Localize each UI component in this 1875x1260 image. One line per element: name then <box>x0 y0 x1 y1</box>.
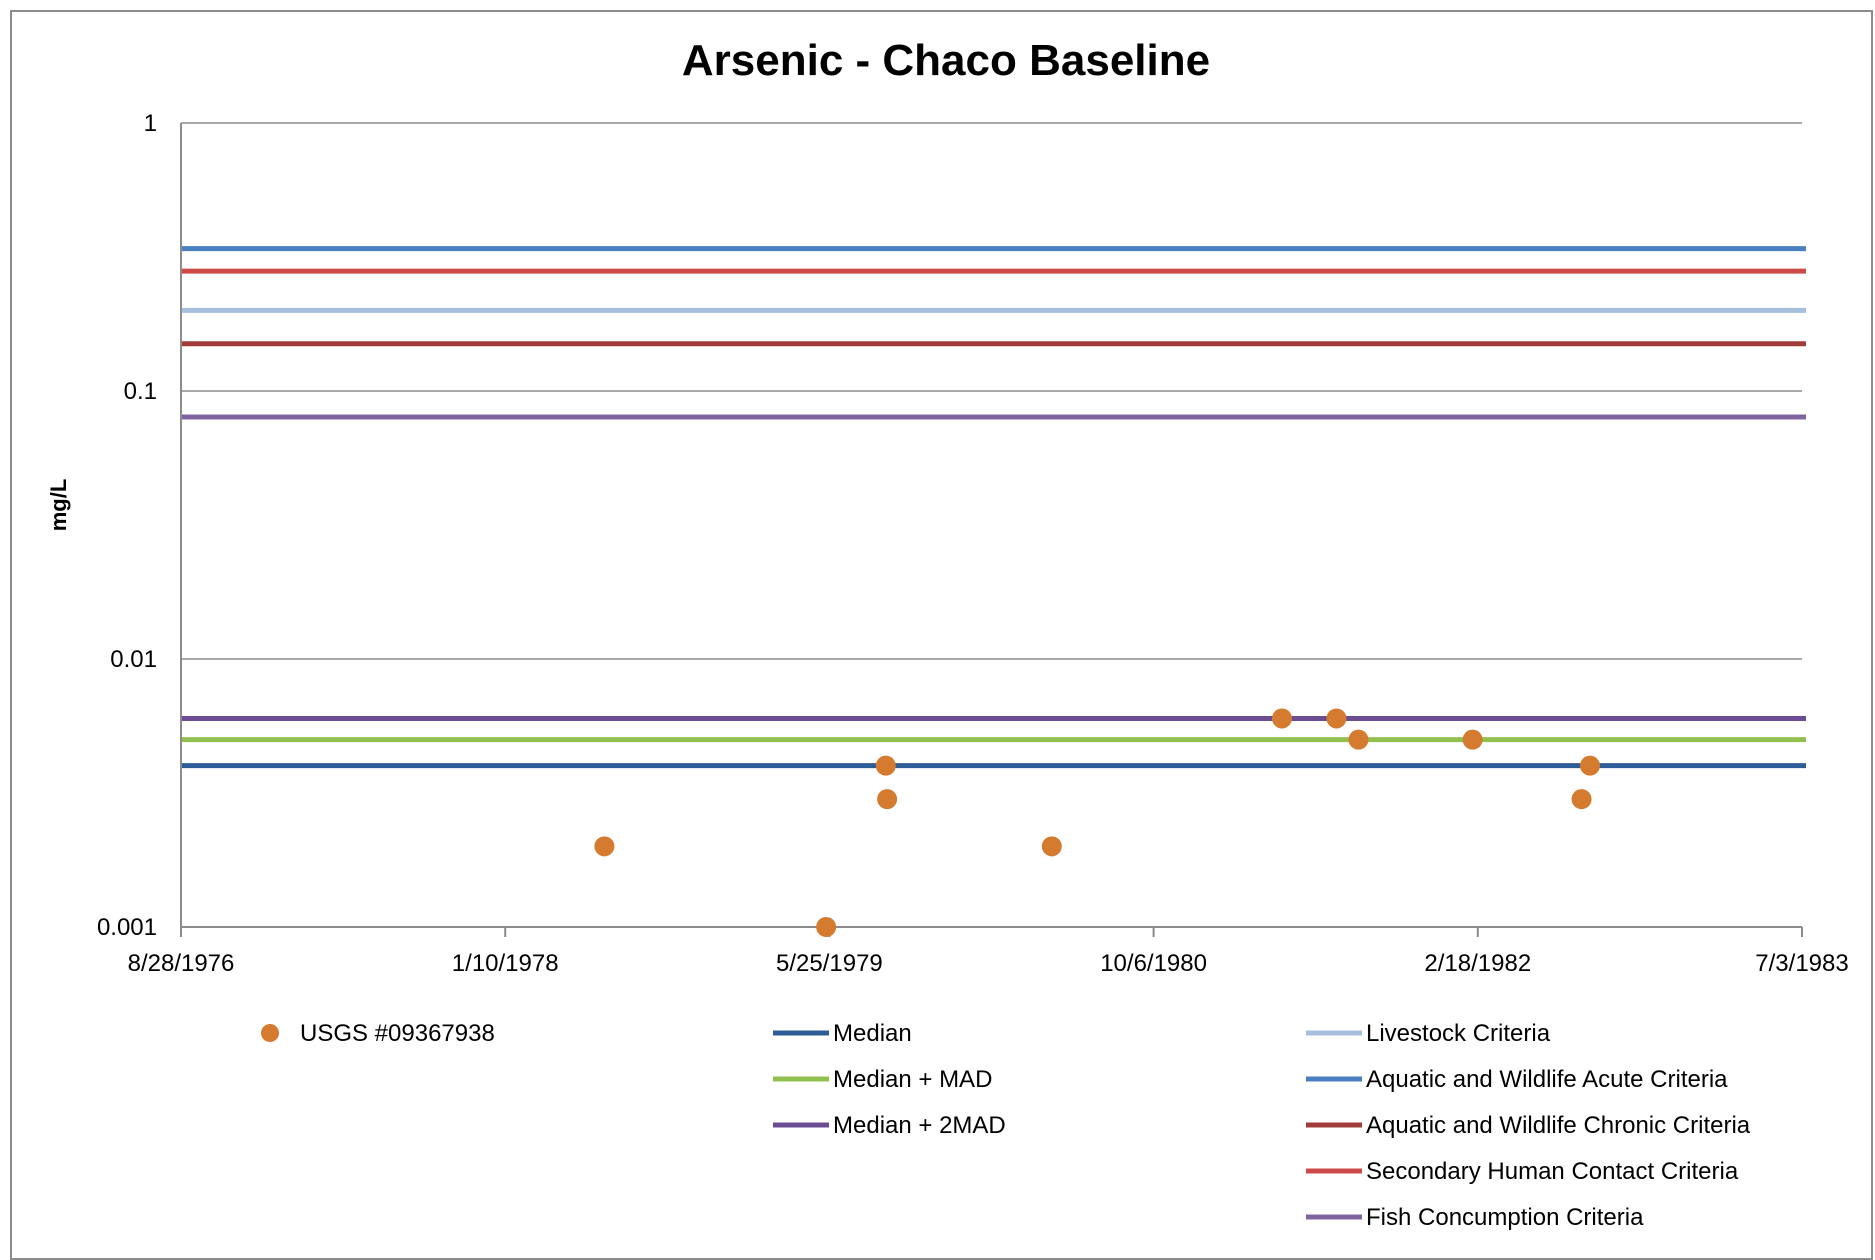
legend-item: Secondary Human Contact Criteria <box>1306 1158 1739 1185</box>
data-point <box>1041 836 1062 857</box>
data-points <box>594 708 1600 937</box>
legend-label: Median <box>833 1020 912 1047</box>
data-point <box>1271 708 1292 729</box>
legend-item: USGS #09367938 <box>261 1020 495 1047</box>
data-point <box>1579 755 1600 776</box>
legend-item: Median <box>773 1020 912 1047</box>
legend-item: Livestock Criteria <box>1306 1020 1551 1047</box>
y-tick-label: 0.01 <box>110 646 157 673</box>
legend-swatch <box>261 1024 279 1042</box>
data-point <box>816 917 837 937</box>
legend-label: Median + 2MAD <box>833 1112 1006 1139</box>
legend-label: Aquatic and Wildlife Acute Criteria <box>1366 1066 1728 1093</box>
grid-lines <box>181 122 1802 660</box>
legend-label: Median + MAD <box>833 1066 992 1093</box>
x-tick-label: 10/6/1980 <box>1100 950 1207 977</box>
legend-item: Aquatic and Wildlife Acute Criteria <box>1306 1066 1728 1093</box>
data-point <box>1462 729 1483 750</box>
legend-item: Median + 2MAD <box>773 1112 1006 1139</box>
legend-label: Aquatic and Wildlife Chronic Criteria <box>1366 1112 1751 1139</box>
axes: 0.001 0.01 0.1 1 8/28/1976 1/10/1978 5/25/1979… <box>97 110 1849 977</box>
chart-title: Arsenic - Chaco Baseline <box>681 36 1211 85</box>
y-axis-label: mg/L <box>46 479 71 532</box>
legend-label: Livestock Criteria <box>1366 1020 1551 1047</box>
x-tick-label: 2/18/1982 <box>1424 950 1531 977</box>
legend-item: Fish Concumption Criteria <box>1306 1204 1644 1231</box>
y-tick-label: 0.1 <box>124 378 157 405</box>
legend-label: Secondary Human Contact Criteria <box>1366 1158 1739 1185</box>
reference-lines <box>181 246 1806 769</box>
x-tick-label: 1/10/1978 <box>452 950 559 977</box>
x-tick-label: 8/28/1976 <box>128 950 235 977</box>
data-point <box>875 755 896 776</box>
data-point <box>594 836 615 857</box>
legend-item: Median + MAD <box>773 1066 992 1093</box>
x-tick-label: 5/25/1979 <box>776 950 883 977</box>
data-point <box>877 789 898 810</box>
x-tick-label: 7/3/1983 <box>1755 950 1848 977</box>
y-tick-label: 0.001 <box>97 914 157 941</box>
legend-item: Aquatic and Wildlife Chronic Criteria <box>1306 1112 1751 1139</box>
legend-label: Fish Concumption Criteria <box>1366 1204 1644 1231</box>
legend: USGS #09367938 Median Median + MAD Median +… <box>261 1020 1751 1231</box>
data-point <box>1326 708 1347 729</box>
data-point <box>1348 729 1369 750</box>
y-tick-label: 1 <box>144 110 157 137</box>
legend-label: USGS #09367938 <box>300 1020 495 1047</box>
data-point <box>1571 789 1592 810</box>
